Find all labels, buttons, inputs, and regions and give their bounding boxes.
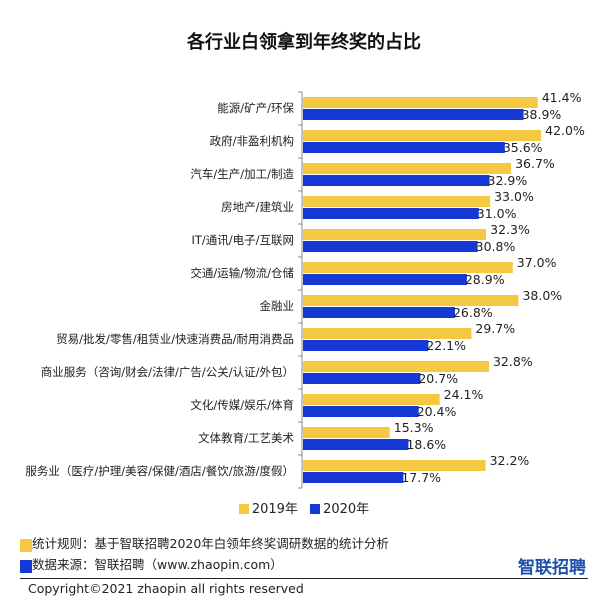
legend-swatch-2020 (310, 504, 321, 514)
legend-label-2020: 2020年 (323, 502, 370, 517)
bar-2020 (303, 175, 490, 186)
data-label-2019: 36.7% (515, 156, 555, 171)
data-label-2019: 15.3% (394, 420, 434, 435)
bar-2020 (303, 307, 455, 318)
data-label-2020: 18.6% (406, 437, 446, 452)
bar-2019 (303, 295, 519, 306)
bar-2019 (303, 427, 390, 438)
bar-2019 (303, 394, 440, 405)
data-label-2020: 22.1% (426, 338, 466, 353)
category-label: 文化/传媒/娱乐/体育 (190, 398, 294, 412)
data-label-2020: 31.0% (477, 206, 517, 221)
bar-2019 (303, 163, 512, 174)
data-label-2020: 26.8% (453, 305, 493, 320)
bar-chart: 能源/矿产/环保 41.4% 38.9% 政府/非盈利机构 42.0%35.6% 汽车/生… (25, 90, 585, 489)
divider (20, 578, 588, 579)
data-label-2020: 32.9% (488, 173, 528, 188)
data-label-2020: 35.6% (503, 140, 543, 155)
category-label: 金融业 (260, 299, 295, 313)
category-label: 贸易/批发/零售/租赁业/快速消费品/耐用消费品 (56, 332, 294, 346)
stat-rule-text: 统计规则：基于智联招聘2020年白领年终奖调研数据的统计分析 (32, 536, 389, 551)
data-label-2019: 32.2% (490, 453, 530, 468)
category-label: 交通/运输/物流/仓储 (190, 266, 294, 280)
data-label-2019: 32.8% (493, 354, 533, 369)
data-label-2019: 32.3% (490, 222, 530, 237)
bar-2020 (303, 472, 404, 483)
bar-2019 (303, 97, 538, 108)
data-label-2020: 38.9% (522, 107, 562, 122)
legend-item-2019: 2019年 (238, 502, 298, 517)
data-label-2020: 28.9% (465, 272, 505, 287)
bar-2020 (303, 142, 505, 153)
data-label-2020: 17.7% (401, 470, 441, 485)
blue-square-icon (20, 560, 32, 573)
category-label: 能源/矿产/环保 (217, 101, 294, 115)
category-label: 文体教育/工艺美术 (198, 431, 294, 445)
data-label-2019: 42.0% (545, 123, 585, 138)
bar-2019 (303, 130, 542, 141)
yellow-square-icon (20, 539, 32, 552)
data-label-2019: 33.0% (494, 189, 534, 204)
bar-2020 (303, 373, 421, 384)
bar-2019 (303, 229, 487, 240)
bar-2020 (303, 406, 419, 417)
bar-2019 (303, 361, 489, 372)
data-source-text: 数据来源：智联招聘（www.zhaopin.com） (32, 557, 283, 572)
data-label-2020: 30.8% (476, 239, 516, 254)
bar-2020 (303, 208, 479, 219)
bar-2020 (303, 340, 429, 351)
legend-swatch-2019 (238, 504, 249, 514)
bar-2019 (303, 196, 491, 207)
bar-2019 (303, 328, 472, 339)
data-label-2020: 20.4% (417, 404, 457, 419)
bar-2020 (303, 439, 409, 450)
bar-2020 (303, 241, 478, 252)
bar-2020 (303, 109, 524, 120)
category-label: 商业服务（咨询/财会/法律/广告/公关/认证/外包） (41, 365, 294, 379)
data-label-2019: 29.7% (475, 321, 515, 336)
stat-rule-note: 统计规则：基于智联招聘2020年白领年终奖调研数据的统计分析 (20, 533, 389, 552)
data-label-2019: 41.4% (542, 90, 582, 105)
category-label: 政府/非盈利机构 (210, 134, 294, 148)
data-label-2019: 38.0% (522, 288, 562, 303)
bar-2019 (303, 262, 513, 273)
data-label-2020: 20.7% (418, 371, 458, 386)
category-label: 房地产/建筑业 (221, 200, 294, 214)
legend-item-2020: 2020年 (310, 502, 369, 517)
data-source-note: 数据来源：智联招聘（www.zhaopin.com） (20, 554, 283, 573)
legend-label-2019: 2019年 (251, 502, 298, 517)
zhaopin-logo: 智联招聘 (518, 558, 586, 578)
category-label: 服务业（医疗/护理/美容/保健/酒店/餐饮/旅游/度假） (25, 464, 294, 478)
bar-2020 (303, 274, 467, 285)
category-label: 汽车/生产/加工/制造 (190, 167, 294, 181)
data-label-2019: 37.0% (517, 255, 557, 270)
legend: 2019年 2020年 (0, 498, 608, 517)
data-label-2019: 24.1% (444, 387, 484, 402)
bar-2019 (303, 460, 486, 471)
copyright-text: Copyright©2021 zhaopin all rights reserv… (28, 581, 304, 596)
chart-title: 各行业白领拿到年终奖的占比 (187, 32, 421, 53)
category-label: IT/通讯/电子/互联网 (191, 233, 294, 247)
